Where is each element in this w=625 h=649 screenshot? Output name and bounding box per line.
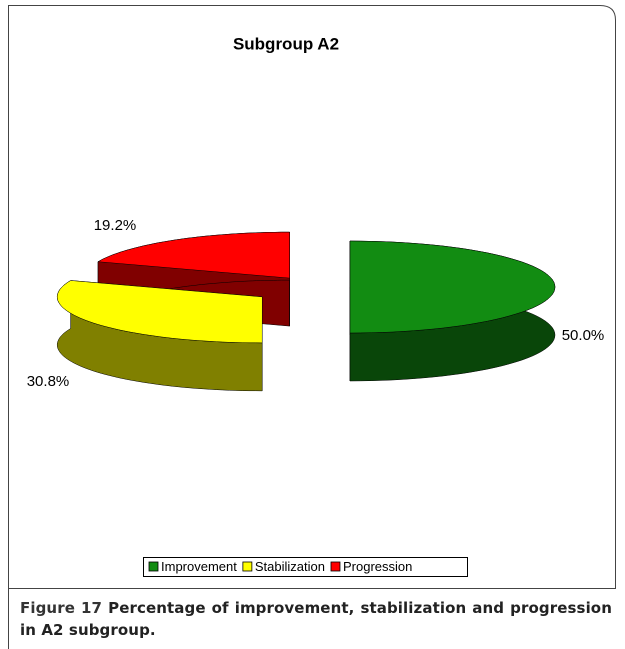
data-label: 50.0% — [562, 327, 605, 344]
caption: Figure 17 Percentage of improvement, sta… — [20, 597, 612, 641]
chart-title: Subgroup A2 — [233, 34, 339, 53]
legend-label: Stabilization — [255, 559, 325, 574]
data-label: 30.8% — [27, 373, 70, 390]
legend-box — [143, 557, 468, 577]
caption-text: Percentage of improvement, stabilization… — [20, 599, 612, 639]
slice — [349, 240, 556, 334]
data-label: 19.2% — [94, 217, 137, 234]
legend-label: Improvement — [161, 559, 237, 574]
legend-label: Progression — [343, 559, 412, 574]
slice — [56, 280, 263, 344]
legend-swatch — [242, 561, 253, 572]
caption-label: Figure 17 — [20, 599, 103, 617]
legend-swatch — [148, 561, 159, 572]
slice — [97, 231, 290, 279]
legend-swatch — [330, 561, 341, 572]
frame — [8, 5, 616, 649]
